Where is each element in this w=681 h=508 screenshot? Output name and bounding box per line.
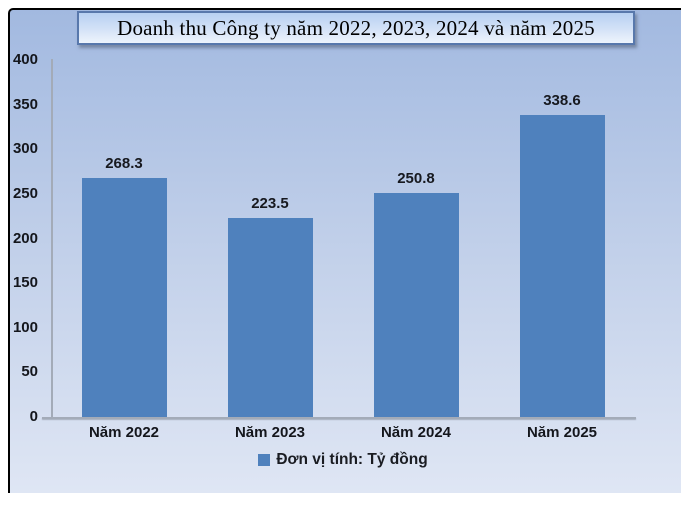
y-axis-tick-label: 250 [12, 184, 38, 202]
bar-value-label: 250.8 [397, 170, 435, 188]
x-axis-label: Năm 2025 [526, 424, 598, 441]
plot-area: 268.3 223.5 250.8 338.6 [51, 60, 635, 417]
y-axis-line [51, 59, 53, 419]
x-axis-label: Năm 2024 [380, 424, 452, 441]
y-axis-tick-label: 200 [12, 229, 38, 247]
legend-label: Đơn vị tính: Tỷ đồng [276, 451, 428, 468]
bar-value-label: 223.5 [251, 194, 289, 212]
y-axis-tick-label: 150 [12, 274, 38, 292]
bar-group: 223.5 [197, 60, 343, 417]
chart-title-box: Doanh thu Công ty năm 2022, 2023, 2024 v… [77, 11, 635, 45]
y-axis-tick-label: 50 [21, 363, 38, 381]
x-axis-label: Năm 2023 [234, 424, 306, 441]
bar-group: 250.8 [343, 60, 489, 417]
y-axis: 400 350 300 250 200 150 100 50 0 [0, 0, 42, 508]
legend-marker-icon [258, 454, 271, 466]
bar-group: 338.6 [489, 60, 635, 417]
x-axis-line [42, 417, 636, 419]
y-axis-tick-label: 350 [12, 95, 38, 113]
bar-value-label: 268.3 [105, 154, 143, 172]
bar-năm-2022 [81, 177, 167, 417]
y-axis-tick-label: 400 [12, 51, 38, 68]
x-axis-label: Năm 2022 [88, 424, 160, 441]
y-axis-tick-label: 100 [12, 318, 38, 336]
bar-năm-2023 [227, 217, 313, 417]
bar-group: 268.3 [51, 60, 197, 417]
x-axis-labels: Năm 2022 Năm 2023 Năm 2024 Năm 2025 [51, 424, 635, 441]
y-axis-tick-label: 0 [29, 408, 38, 425]
bar-năm-2025 [519, 114, 605, 417]
y-axis-tick-label: 300 [12, 140, 38, 158]
bar-năm-2024 [373, 193, 459, 417]
bar-value-label: 338.6 [543, 91, 581, 109]
chart-title: Doanh thu Công ty năm 2022, 2023, 2024 v… [117, 15, 595, 40]
legend: Đơn vị tính: Tỷ đồng [51, 450, 635, 470]
